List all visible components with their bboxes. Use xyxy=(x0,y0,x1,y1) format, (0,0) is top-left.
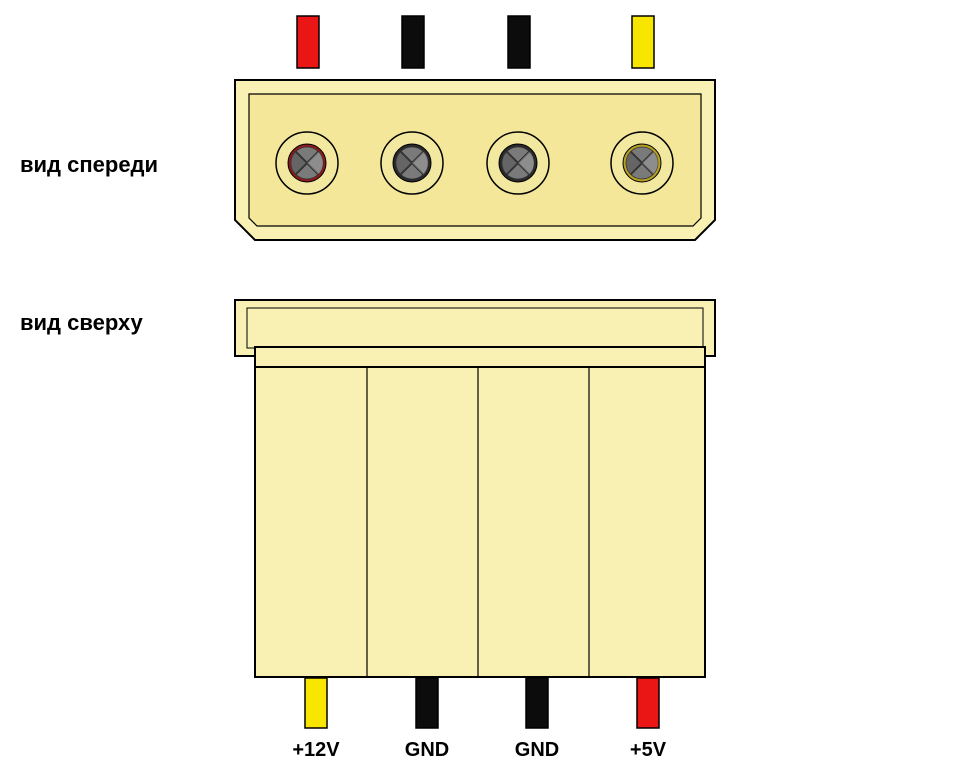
pin-label-2: GND xyxy=(515,739,559,761)
top-connector-body xyxy=(255,347,705,677)
label-top-view: вид сверху xyxy=(20,310,143,335)
front-wire-3 xyxy=(632,16,654,68)
front-wire-2 xyxy=(508,16,530,68)
label-front-view: вид спереди xyxy=(20,152,158,177)
pin-label-1: GND xyxy=(405,739,449,761)
front-wire-1 xyxy=(402,16,424,68)
front-wire-0 xyxy=(297,16,319,68)
pin-label-3: +5V xyxy=(630,739,667,761)
bottom-wire-0 xyxy=(305,678,327,728)
bottom-wire-3 xyxy=(637,678,659,728)
bottom-wire-1 xyxy=(416,678,438,728)
pin-label-0: +12V xyxy=(292,739,340,761)
bottom-wire-2 xyxy=(526,678,548,728)
molex-connector-diagram: +12V GND GND +5V вид спереди вид сверху xyxy=(0,0,960,780)
